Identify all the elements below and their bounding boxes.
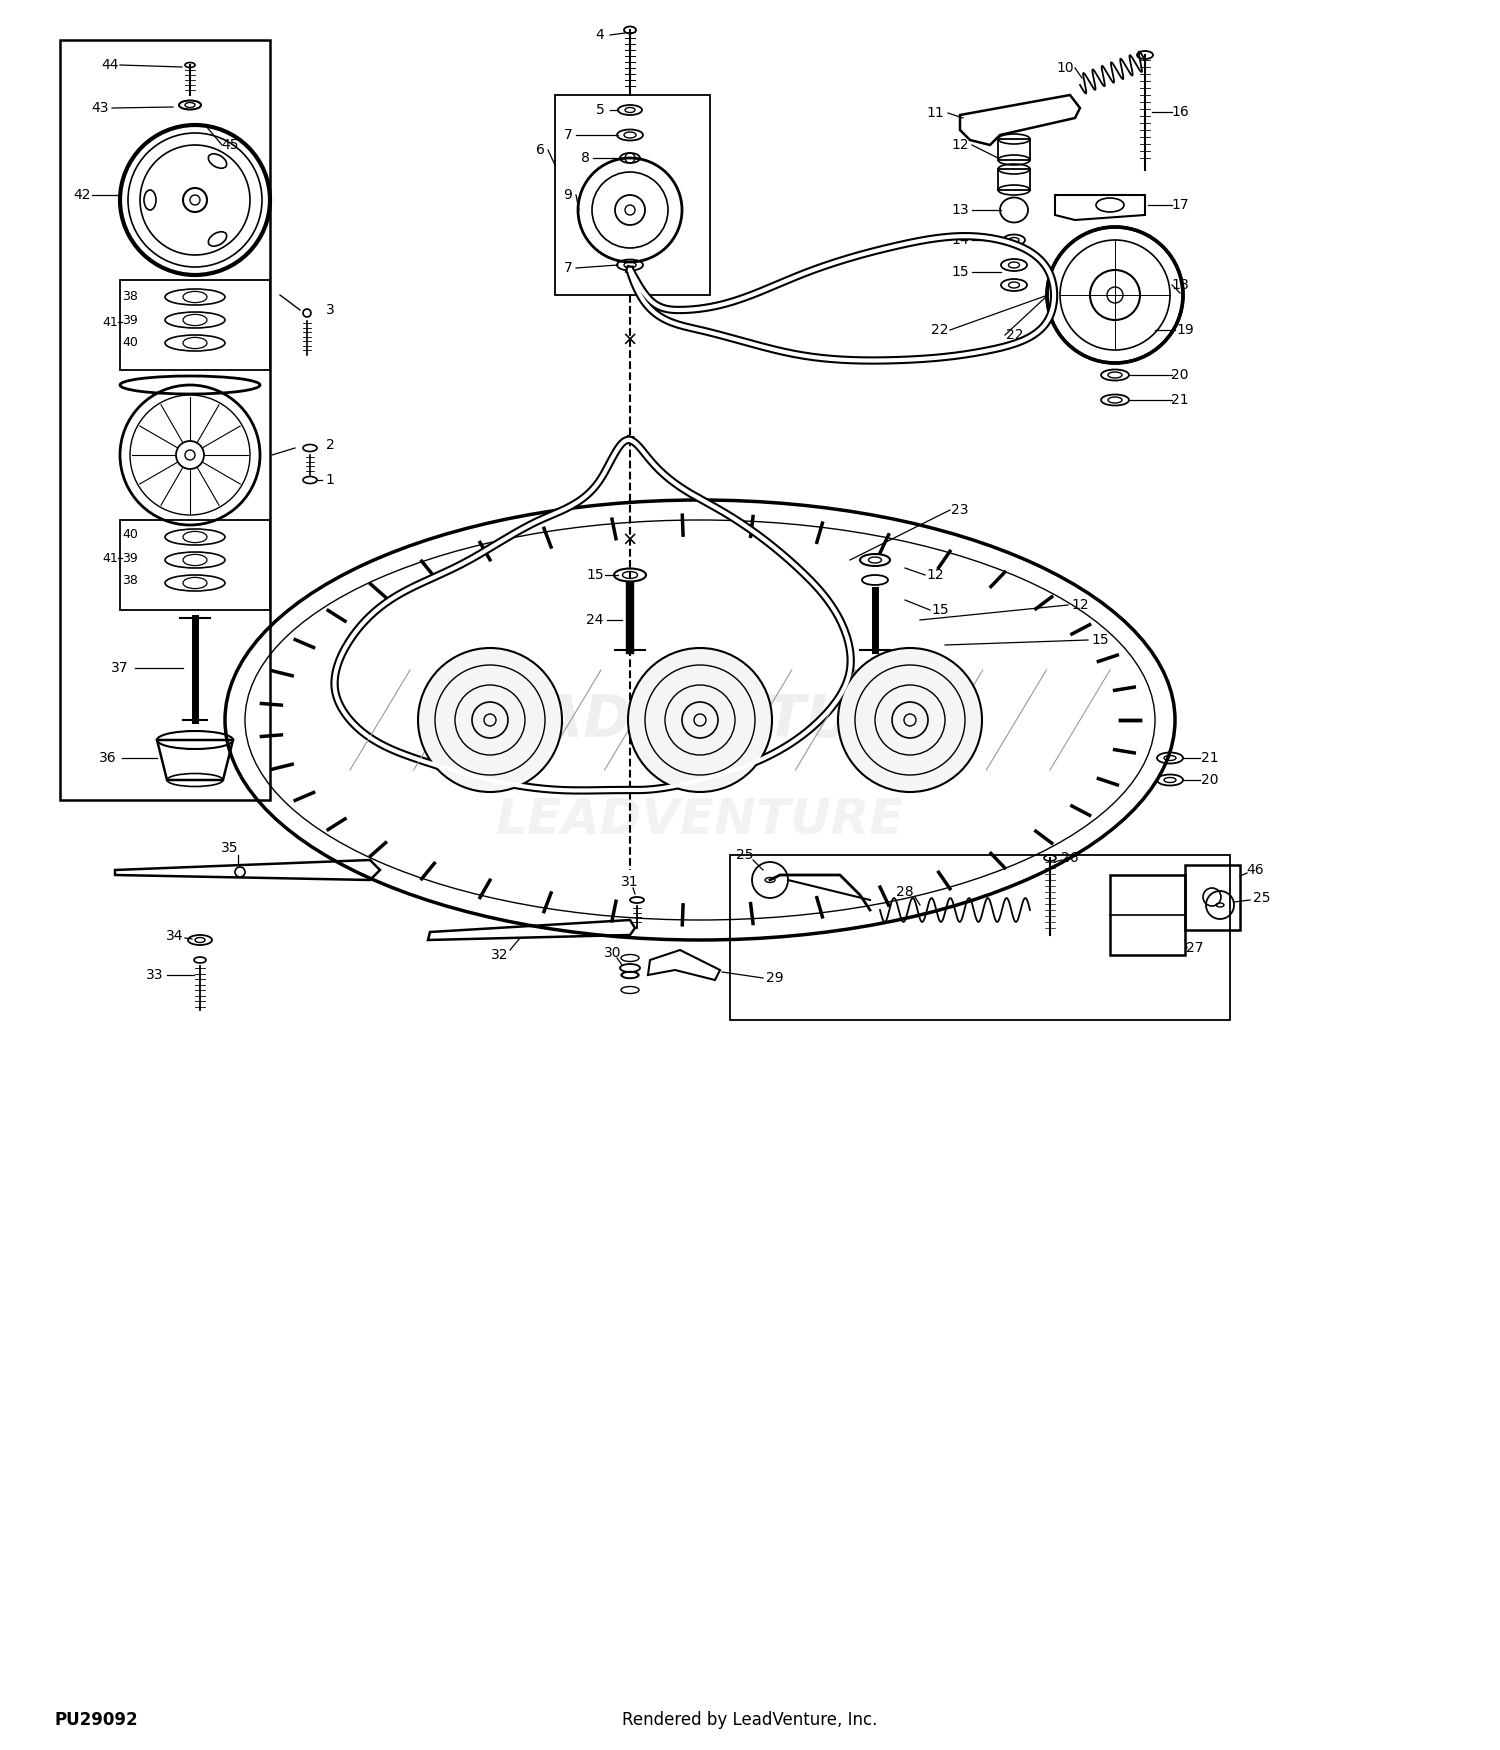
Text: 12: 12 — [951, 138, 969, 152]
Text: 13: 13 — [951, 203, 969, 217]
Text: 24: 24 — [586, 612, 603, 626]
Text: 21: 21 — [1202, 751, 1219, 765]
Text: 12: 12 — [1071, 598, 1089, 612]
Text: 19: 19 — [1176, 324, 1194, 338]
Text: 42: 42 — [74, 187, 90, 201]
Text: 41: 41 — [102, 551, 118, 565]
Text: 14: 14 — [951, 233, 969, 247]
Text: 16: 16 — [1172, 105, 1190, 119]
Text: 45: 45 — [222, 138, 238, 152]
Text: 31: 31 — [621, 875, 639, 889]
Text: 39: 39 — [122, 313, 138, 327]
Text: 15: 15 — [932, 604, 950, 618]
Text: 38: 38 — [122, 574, 138, 588]
Bar — [120, 280, 270, 369]
Text: 32: 32 — [492, 949, 508, 963]
Text: ×: × — [622, 331, 638, 350]
Text: 5: 5 — [596, 103, 604, 117]
Text: 7: 7 — [564, 261, 573, 275]
Text: 3: 3 — [326, 303, 334, 317]
Bar — [998, 138, 1030, 159]
Text: 44: 44 — [102, 58, 118, 72]
Bar — [120, 520, 270, 611]
Text: 25: 25 — [736, 849, 753, 863]
Text: 34: 34 — [166, 929, 183, 943]
Text: 28: 28 — [896, 886, 914, 900]
Text: Rendered by LeadVenture, Inc.: Rendered by LeadVenture, Inc. — [622, 1712, 878, 1729]
Text: 18: 18 — [1172, 278, 1190, 292]
Text: 40: 40 — [122, 336, 138, 350]
Text: 17: 17 — [1172, 198, 1190, 212]
Text: 15: 15 — [1090, 634, 1108, 648]
Text: 25: 25 — [1254, 891, 1270, 905]
Bar — [730, 856, 1230, 1020]
Text: 27: 27 — [1186, 942, 1203, 956]
Text: 46: 46 — [1246, 863, 1264, 877]
Text: LEADVENTURE: LEADVENTURE — [496, 796, 904, 844]
Bar — [555, 94, 710, 296]
Circle shape — [419, 648, 562, 793]
Text: 38: 38 — [122, 290, 138, 303]
Text: 39: 39 — [122, 551, 138, 565]
Text: 9: 9 — [564, 187, 573, 201]
Text: 4: 4 — [596, 28, 604, 42]
Text: LEADVENTURE: LEADVENTURE — [462, 691, 939, 749]
Text: 6: 6 — [536, 144, 544, 158]
Circle shape — [839, 648, 983, 793]
Text: 40: 40 — [122, 528, 138, 541]
Text: 26: 26 — [1060, 850, 1078, 864]
Text: 35: 35 — [222, 842, 238, 856]
Bar — [1110, 875, 1185, 956]
Circle shape — [628, 648, 772, 793]
Bar — [60, 40, 270, 800]
Text: 1: 1 — [326, 473, 334, 487]
Text: 20: 20 — [1172, 368, 1188, 382]
Text: 15: 15 — [586, 569, 604, 583]
Text: 21: 21 — [1172, 394, 1190, 408]
Bar — [998, 170, 1030, 191]
Text: 33: 33 — [147, 968, 164, 982]
Text: 22: 22 — [1007, 327, 1023, 341]
Bar — [1185, 864, 1240, 929]
Text: 36: 36 — [99, 751, 117, 765]
Text: 7: 7 — [564, 128, 573, 142]
Text: 30: 30 — [604, 947, 621, 961]
Text: 11: 11 — [926, 107, 944, 121]
Text: 43: 43 — [92, 102, 108, 116]
Text: 29: 29 — [766, 971, 784, 985]
Text: ×: × — [622, 530, 638, 550]
Text: 20: 20 — [1202, 774, 1218, 788]
Text: 12: 12 — [926, 569, 944, 583]
Text: 41: 41 — [102, 315, 118, 329]
Text: 15: 15 — [951, 264, 969, 278]
Text: 2: 2 — [326, 438, 334, 452]
Text: 37: 37 — [111, 662, 129, 676]
Text: 22: 22 — [932, 324, 948, 338]
Text: PU29092: PU29092 — [56, 1712, 138, 1729]
Text: 23: 23 — [951, 502, 969, 516]
Text: 8: 8 — [580, 150, 590, 164]
Text: 10: 10 — [1056, 61, 1074, 75]
